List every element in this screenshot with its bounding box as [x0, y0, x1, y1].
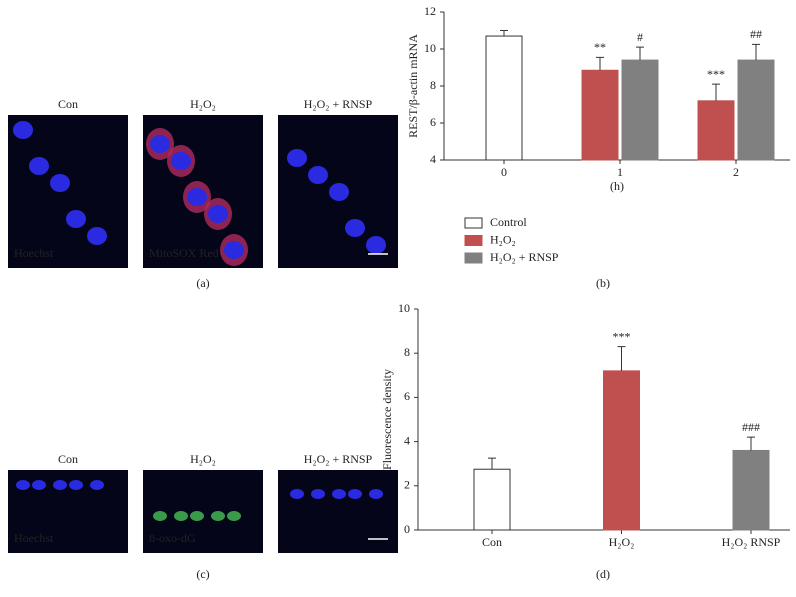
- y-tick-label: 10: [398, 301, 410, 315]
- legend-label: H₂O₂: [490, 232, 516, 246]
- y-tick-label: 4: [404, 433, 410, 447]
- y-tick-label: 12: [424, 4, 436, 18]
- y-tick-label: 4: [430, 152, 436, 166]
- stain-label: MitoSOX Red: [149, 246, 219, 260]
- error-bar: [636, 46, 644, 61]
- nucleus: [90, 480, 104, 490]
- error-bar: [712, 83, 720, 101]
- x-tick-label: H₂O₂: [609, 535, 635, 549]
- nucleus: [174, 511, 188, 521]
- nucleus: [308, 166, 328, 184]
- stain-label: 8-oxo-dG: [149, 531, 196, 545]
- nucleus: [345, 219, 365, 237]
- legend-label: H₂O₂ + RNSP: [490, 250, 559, 264]
- x-tick-label: 1: [617, 165, 623, 179]
- nucleus: [287, 149, 307, 167]
- y-tick-label: 8: [430, 78, 436, 92]
- y-axis-label: Fluorescence density: [380, 369, 394, 470]
- x-axis-label: (h): [610, 179, 624, 193]
- nucleus: [171, 152, 191, 170]
- panel-title: H₂O₂: [190, 452, 216, 466]
- panel-label: (c): [196, 567, 209, 581]
- stain-label: Hoechst: [14, 531, 54, 545]
- y-tick-label: 10: [424, 41, 436, 55]
- legend-swatch: [464, 252, 483, 264]
- legend-swatch: [464, 217, 483, 229]
- nucleus: [311, 489, 325, 499]
- y-tick-label: 6: [404, 389, 410, 403]
- error-bar: [596, 56, 604, 71]
- nucleus: [13, 121, 33, 139]
- bar: [473, 468, 511, 531]
- panel-title: H₂O₂ + RNSP: [304, 452, 373, 466]
- nucleus: [190, 511, 204, 521]
- y-tick-label: 8: [404, 345, 410, 359]
- panel-title: H₂O₂: [190, 97, 216, 111]
- nucleus: [66, 210, 86, 228]
- bar: [485, 35, 523, 161]
- micrograph: [8, 115, 128, 268]
- nucleus: [50, 174, 70, 192]
- legend-label: Control: [490, 215, 527, 229]
- nucleus: [29, 157, 49, 175]
- nucleus: [16, 480, 30, 490]
- annotation: #: [637, 30, 643, 44]
- annotation: ***: [707, 67, 725, 81]
- annotation: ###: [742, 420, 760, 434]
- nucleus: [53, 480, 67, 490]
- panel-title: Con: [58, 452, 78, 466]
- nucleus: [32, 480, 46, 490]
- annotation: **: [594, 40, 606, 54]
- x-tick-label: H₂O₂ RNSP: [722, 535, 781, 549]
- nucleus: [366, 236, 386, 254]
- micrograph: [278, 470, 398, 553]
- nucleus: [153, 511, 167, 521]
- nucleus: [290, 489, 304, 499]
- nucleus: [87, 227, 107, 245]
- nucleus: [348, 489, 362, 499]
- y-tick-label: 0: [404, 522, 410, 536]
- bar: [697, 100, 735, 161]
- y-tick-label: 6: [430, 115, 436, 129]
- y-tick-label: 2: [404, 478, 410, 492]
- x-tick-label: 0: [501, 165, 507, 179]
- bar: [603, 370, 640, 531]
- x-tick-label: 2: [733, 165, 739, 179]
- legend-swatch: [464, 235, 483, 246]
- nucleus: [224, 241, 244, 259]
- bar: [621, 59, 659, 161]
- nucleus: [329, 183, 349, 201]
- annotation: ##: [750, 27, 762, 41]
- panel-title: H₂O₂ + RNSP: [304, 97, 373, 111]
- error-bar: [500, 30, 508, 37]
- error-bar: [752, 43, 760, 61]
- bar: [581, 69, 619, 161]
- error-bar: [488, 457, 496, 470]
- nucleus: [369, 489, 383, 499]
- annotation: ***: [613, 329, 631, 343]
- nucleus: [187, 188, 207, 206]
- error-bar: [617, 346, 626, 371]
- nucleus: [332, 489, 346, 499]
- panel-label: (a): [196, 276, 209, 290]
- nucleus: [208, 205, 228, 223]
- x-tick-label: Con: [482, 535, 502, 549]
- nucleus: [150, 135, 170, 153]
- nucleus: [227, 511, 241, 521]
- stain-label: Hoechst: [14, 246, 54, 260]
- panel-label: (d): [596, 567, 610, 581]
- panel-title: Con: [58, 97, 78, 111]
- error-bar: [747, 436, 755, 451]
- nucleus: [69, 480, 83, 490]
- bar: [732, 449, 770, 531]
- nucleus: [211, 511, 225, 521]
- panel-label: (b): [596, 276, 610, 290]
- y-axis-label: REST/β-actin mRNA: [406, 34, 420, 138]
- bar: [737, 59, 775, 161]
